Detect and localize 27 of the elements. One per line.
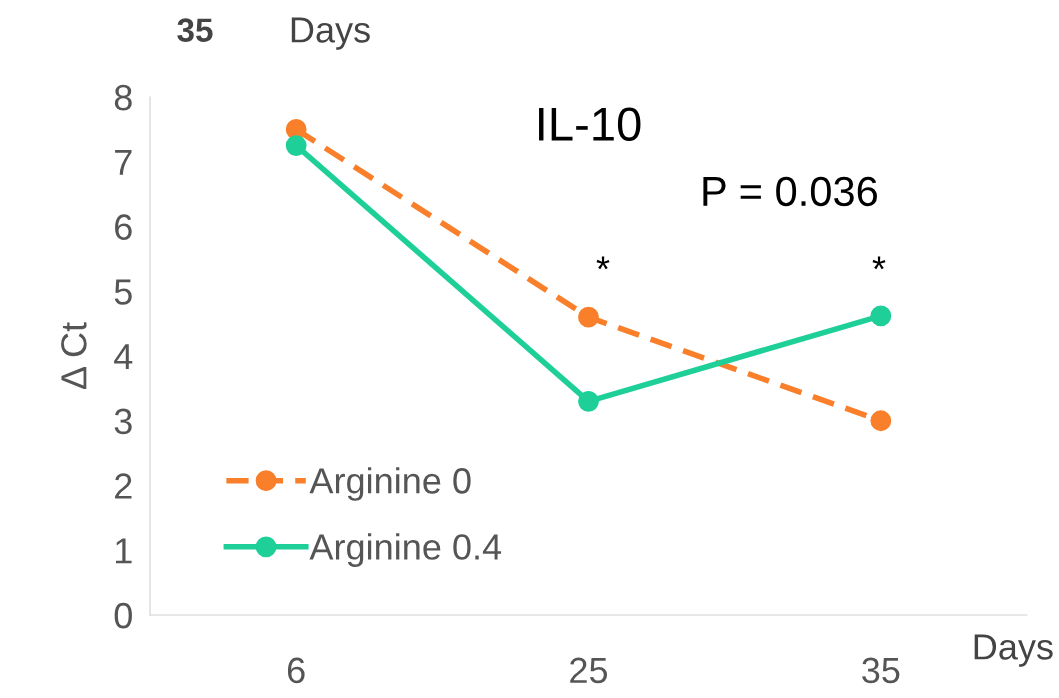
point — [578, 306, 599, 328]
y-tick-label: 2 — [115, 473, 132, 499]
point — [578, 390, 599, 412]
y-tick-label: 8 — [114, 84, 132, 111]
chart-title: IL-10 — [539, 107, 641, 141]
annotation: * — [596, 256, 610, 270]
legend-label: Arginine 0.4 — [309, 533, 502, 567]
y-tick-label: 4 — [114, 344, 133, 370]
x-axis-title: Days — [974, 634, 1053, 667]
y-tick-label: 0 — [114, 602, 132, 629]
x-tick-label: 35 — [862, 657, 900, 684]
y-tick-label: 1 — [116, 538, 132, 564]
annotation: P = 0.036 — [703, 176, 877, 207]
text: 35 — [177, 18, 213, 42]
x-tick-label: 6 — [287, 657, 305, 684]
y-tick-label: 7 — [115, 149, 132, 175]
point — [870, 305, 892, 327]
text: Days — [291, 17, 370, 50]
point — [870, 410, 892, 432]
y-tick-label: 5 — [114, 279, 132, 305]
point — [285, 135, 307, 156]
y-tick-label: 6 — [115, 214, 132, 240]
x-tick-label: 25 — [570, 657, 608, 684]
y-tick-label: 3 — [114, 408, 132, 435]
legend-label: Arginine 0 — [309, 467, 471, 501]
annotation: * — [872, 256, 886, 270]
y-axis-title: Δ Ct — [61, 322, 87, 390]
